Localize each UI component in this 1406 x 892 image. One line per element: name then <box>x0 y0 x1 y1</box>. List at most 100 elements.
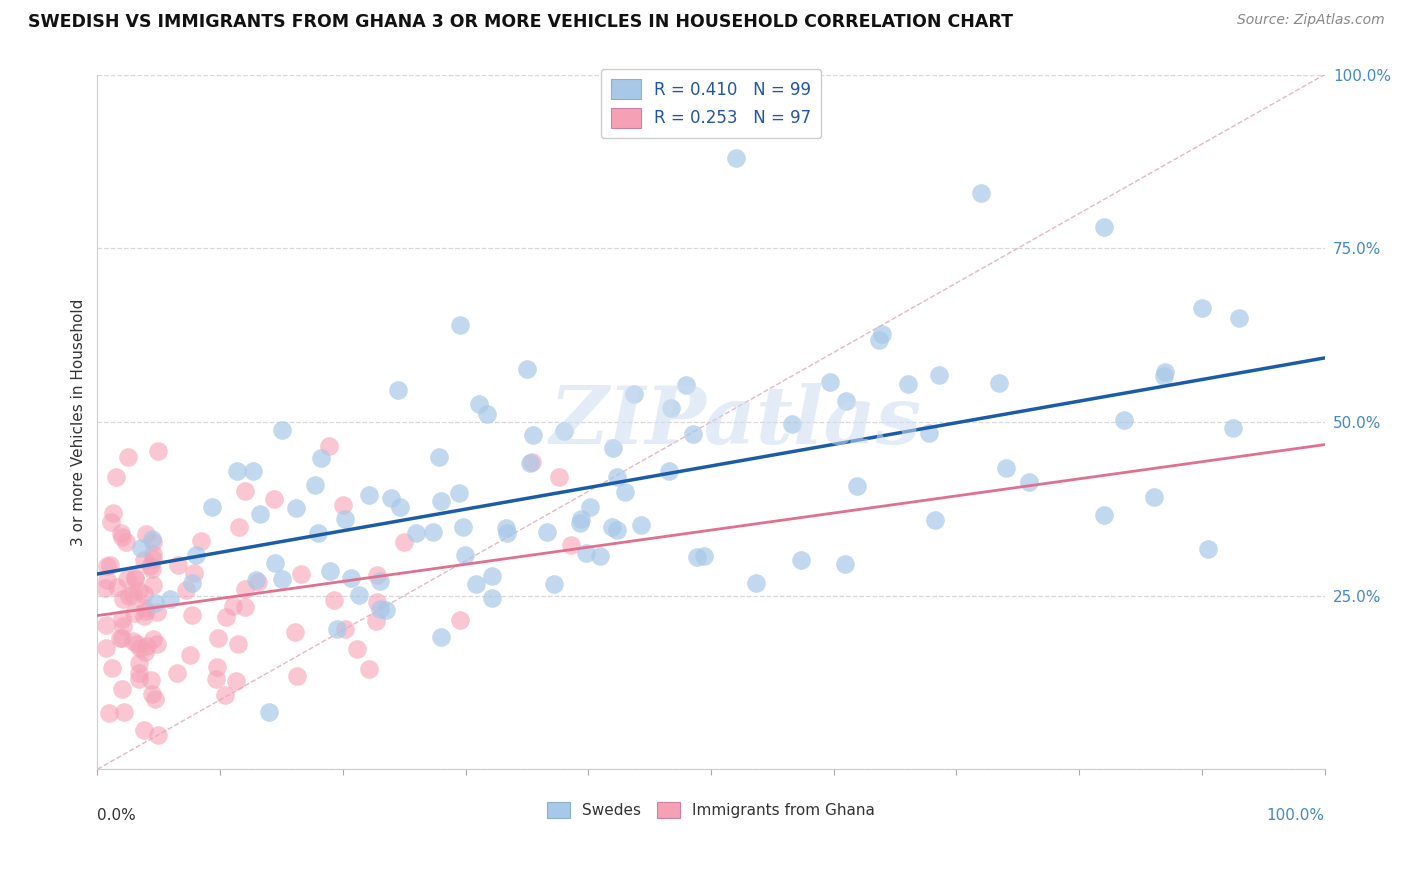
Point <box>101 506 124 520</box>
Point <box>179 648 201 662</box>
Point <box>228 520 250 534</box>
Point <box>115 535 138 549</box>
Point <box>226 464 249 478</box>
Point <box>246 575 269 590</box>
Point <box>870 326 893 341</box>
Point <box>221 599 243 613</box>
Point <box>422 525 444 540</box>
Point <box>745 575 768 590</box>
Point <box>141 561 163 575</box>
Point <box>623 387 645 401</box>
Point <box>600 520 623 534</box>
Point <box>146 444 169 458</box>
Point <box>1092 220 1115 235</box>
Point <box>519 456 541 470</box>
Point <box>516 362 538 376</box>
Point <box>1227 310 1250 325</box>
Point <box>245 573 267 587</box>
Point <box>181 608 204 623</box>
Point <box>868 333 890 347</box>
Point <box>522 427 544 442</box>
Point <box>782 417 804 432</box>
Point <box>309 450 332 465</box>
Point <box>606 524 628 538</box>
Point <box>94 581 117 595</box>
Point <box>970 186 993 200</box>
Point <box>159 592 181 607</box>
Point <box>128 584 150 599</box>
Point <box>366 568 388 582</box>
Point <box>233 599 256 614</box>
Point <box>522 455 544 469</box>
Point <box>918 426 941 441</box>
Point <box>430 494 453 508</box>
Point <box>143 596 166 610</box>
Point <box>659 401 682 416</box>
Point <box>124 572 146 586</box>
Point <box>1191 301 1213 315</box>
Point <box>180 576 202 591</box>
Point <box>359 662 381 676</box>
Point <box>481 569 503 583</box>
Point <box>104 470 127 484</box>
Point <box>139 673 162 688</box>
Point <box>845 479 868 493</box>
Point <box>205 659 228 673</box>
Point <box>112 592 135 607</box>
Point <box>135 527 157 541</box>
Point <box>602 442 624 456</box>
Point <box>453 548 475 562</box>
Point <box>121 587 143 601</box>
Point <box>693 549 716 563</box>
Point <box>481 591 503 605</box>
Point <box>630 518 652 533</box>
Text: 0.0%: 0.0% <box>97 807 136 822</box>
Point <box>1197 541 1219 556</box>
Point <box>1018 475 1040 490</box>
Point <box>548 470 571 484</box>
Point <box>928 368 950 382</box>
Point <box>579 500 602 515</box>
Point <box>451 519 474 533</box>
Point <box>271 423 294 437</box>
Point <box>129 641 152 656</box>
Point <box>569 512 592 526</box>
Point <box>134 645 156 659</box>
Point <box>271 572 294 586</box>
Point <box>304 478 326 492</box>
Point <box>242 464 264 478</box>
Point <box>606 470 628 484</box>
Point <box>326 622 349 636</box>
Point <box>427 450 450 464</box>
Point <box>987 376 1010 391</box>
Point <box>724 151 747 165</box>
Point <box>167 558 190 573</box>
Point <box>145 637 167 651</box>
Point <box>112 619 135 633</box>
Point <box>686 549 709 564</box>
Point <box>897 377 920 392</box>
Point <box>284 625 307 640</box>
Point <box>285 500 308 515</box>
Point <box>136 639 159 653</box>
Point <box>834 557 856 571</box>
Point <box>96 641 118 656</box>
Point <box>333 512 356 526</box>
Point <box>347 588 370 602</box>
Point <box>142 632 165 646</box>
Text: SWEDISH VS IMMIGRANTS FROM GHANA 3 OR MORE VEHICLES IN HOUSEHOLD CORRELATION CHA: SWEDISH VS IMMIGRANTS FROM GHANA 3 OR MO… <box>28 13 1014 31</box>
Point <box>226 638 249 652</box>
Point <box>560 538 582 552</box>
Point <box>118 589 141 603</box>
Point <box>264 556 287 570</box>
Point <box>112 705 135 719</box>
Point <box>392 535 415 549</box>
Point <box>108 631 131 645</box>
Point <box>135 604 157 618</box>
Point <box>366 595 388 609</box>
Point <box>174 583 197 598</box>
Point <box>134 587 156 601</box>
Point <box>186 549 208 563</box>
Point <box>205 673 228 687</box>
Point <box>207 631 229 645</box>
